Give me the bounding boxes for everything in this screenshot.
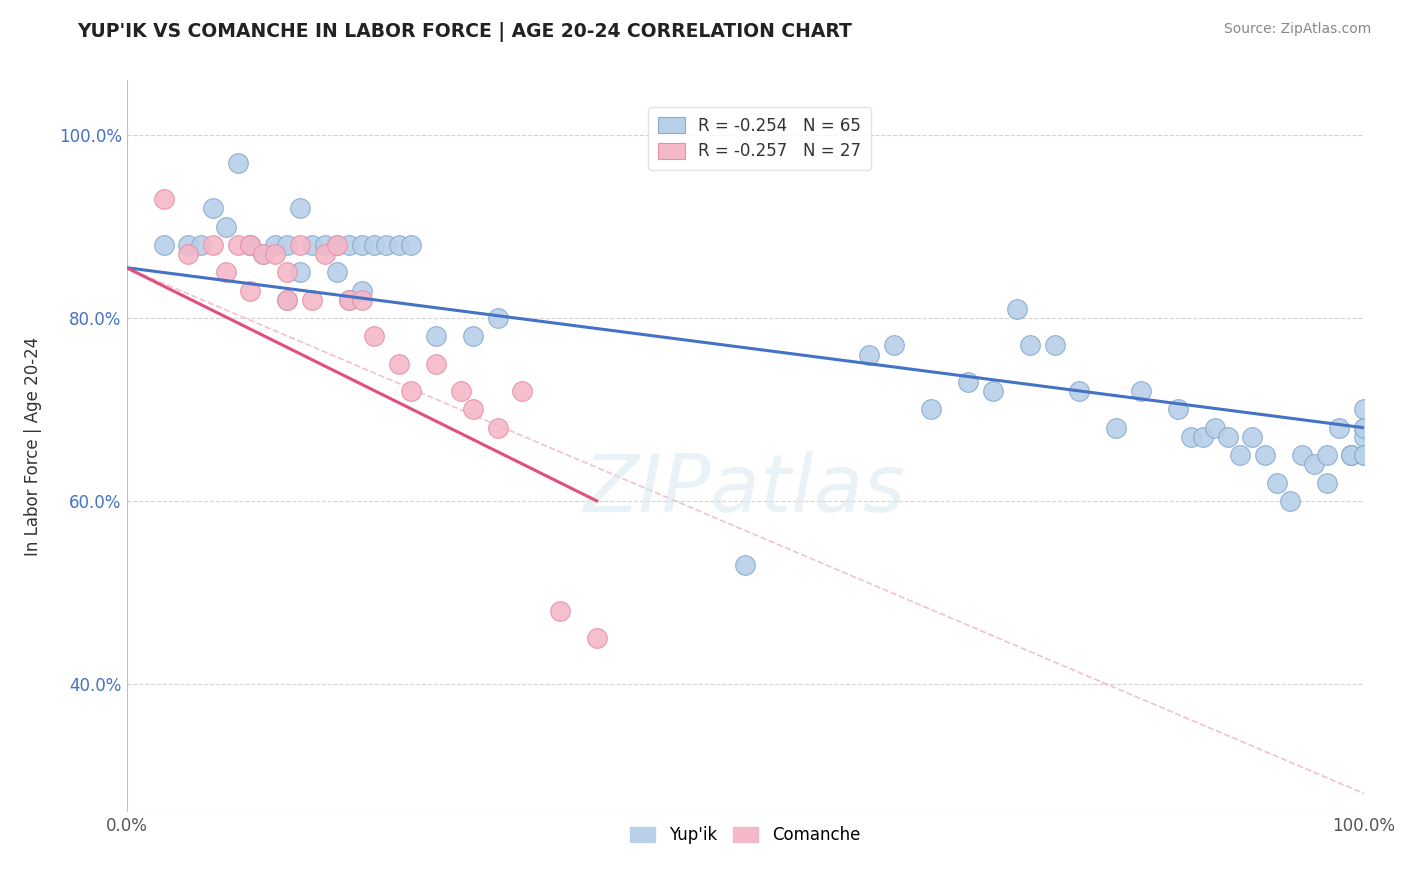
- Point: [326, 238, 349, 252]
- Point: [202, 238, 225, 252]
- Point: [486, 311, 509, 326]
- Point: [264, 247, 287, 261]
- Point: [1303, 457, 1326, 471]
- Point: [239, 238, 262, 252]
- Point: [399, 384, 422, 398]
- Point: [1167, 402, 1189, 417]
- Point: [1018, 338, 1040, 352]
- Point: [1353, 421, 1375, 435]
- Point: [1105, 421, 1128, 435]
- Point: [1327, 421, 1350, 435]
- Point: [981, 384, 1004, 398]
- Point: [425, 329, 447, 343]
- Point: [363, 238, 385, 252]
- Point: [1340, 448, 1362, 462]
- Point: [350, 238, 373, 252]
- Point: [1216, 430, 1239, 444]
- Point: [388, 357, 411, 371]
- Point: [461, 329, 484, 343]
- Text: YUP'IK VS COMANCHE IN LABOR FORCE | AGE 20-24 CORRELATION CHART: YUP'IK VS COMANCHE IN LABOR FORCE | AGE …: [77, 22, 852, 42]
- Point: [734, 558, 756, 572]
- Point: [1353, 430, 1375, 444]
- Point: [350, 284, 373, 298]
- Point: [301, 293, 323, 307]
- Point: [214, 219, 236, 234]
- Point: [1180, 430, 1202, 444]
- Point: [252, 247, 274, 261]
- Text: Source: ZipAtlas.com: Source: ZipAtlas.com: [1223, 22, 1371, 37]
- Point: [177, 238, 200, 252]
- Point: [326, 238, 349, 252]
- Point: [276, 238, 298, 252]
- Point: [152, 238, 174, 252]
- Point: [1353, 421, 1375, 435]
- Point: [337, 293, 360, 307]
- Point: [1340, 448, 1362, 462]
- Point: [314, 238, 336, 252]
- Point: [288, 238, 311, 252]
- Point: [314, 247, 336, 261]
- Point: [461, 402, 484, 417]
- Point: [512, 384, 534, 398]
- Point: [1204, 421, 1226, 435]
- Point: [1278, 494, 1301, 508]
- Point: [956, 375, 979, 389]
- Y-axis label: In Labor Force | Age 20-24: In Labor Force | Age 20-24: [24, 336, 42, 556]
- Point: [1192, 430, 1215, 444]
- Point: [239, 238, 262, 252]
- Point: [226, 155, 249, 169]
- Point: [350, 293, 373, 307]
- Point: [1353, 448, 1375, 462]
- Point: [450, 384, 472, 398]
- Point: [585, 631, 607, 645]
- Point: [1007, 301, 1029, 316]
- Point: [920, 402, 942, 417]
- Point: [1353, 448, 1375, 462]
- Point: [1130, 384, 1153, 398]
- Point: [326, 265, 349, 279]
- Legend: Yup'ik, Comanche: Yup'ik, Comanche: [623, 820, 868, 851]
- Point: [214, 265, 236, 279]
- Point: [1316, 448, 1339, 462]
- Point: [1254, 448, 1277, 462]
- Point: [337, 293, 360, 307]
- Point: [375, 238, 398, 252]
- Point: [425, 357, 447, 371]
- Point: [486, 421, 509, 435]
- Point: [276, 293, 298, 307]
- Point: [388, 238, 411, 252]
- Point: [1340, 448, 1362, 462]
- Point: [288, 201, 311, 215]
- Point: [202, 201, 225, 215]
- Point: [301, 238, 323, 252]
- Point: [276, 293, 298, 307]
- Point: [399, 238, 422, 252]
- Point: [239, 284, 262, 298]
- Point: [1265, 475, 1288, 490]
- Point: [1043, 338, 1066, 352]
- Text: ZIPatlas: ZIPatlas: [583, 450, 907, 529]
- Point: [1229, 448, 1251, 462]
- Point: [239, 238, 262, 252]
- Point: [177, 247, 200, 261]
- Point: [276, 265, 298, 279]
- Point: [1353, 402, 1375, 417]
- Point: [264, 238, 287, 252]
- Point: [1069, 384, 1091, 398]
- Point: [1241, 430, 1264, 444]
- Point: [548, 603, 571, 617]
- Point: [226, 238, 249, 252]
- Point: [190, 238, 212, 252]
- Point: [288, 265, 311, 279]
- Point: [1291, 448, 1313, 462]
- Point: [1316, 475, 1339, 490]
- Point: [363, 329, 385, 343]
- Point: [858, 347, 880, 362]
- Point: [252, 247, 274, 261]
- Point: [152, 192, 174, 206]
- Point: [337, 238, 360, 252]
- Point: [883, 338, 905, 352]
